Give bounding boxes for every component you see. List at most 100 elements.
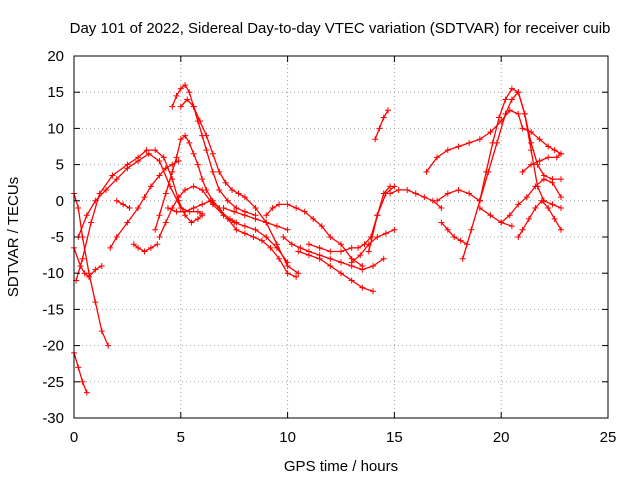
data-point — [357, 252, 364, 259]
data-point — [162, 219, 169, 226]
data-point — [498, 219, 505, 226]
data-point — [173, 154, 180, 161]
series-line — [368, 185, 395, 252]
data-point — [338, 248, 344, 255]
data-point — [391, 226, 398, 233]
data-point — [222, 179, 229, 186]
data-point — [190, 150, 197, 157]
data-point — [199, 201, 206, 208]
data-point — [558, 226, 565, 233]
y-tick-label: -5 — [51, 229, 64, 246]
data-point — [269, 205, 276, 212]
series-arc-14 — [220, 205, 291, 233]
data-point — [515, 110, 522, 117]
data-point — [188, 219, 195, 226]
data-point — [284, 270, 291, 277]
data-point — [534, 161, 541, 168]
data-point — [190, 205, 197, 212]
data-point — [466, 139, 473, 146]
data-point — [194, 208, 201, 215]
grid — [74, 56, 608, 418]
data-point — [551, 215, 558, 222]
data-point — [107, 244, 114, 251]
data-point — [233, 205, 240, 212]
data-point — [305, 252, 312, 259]
data-point — [382, 230, 389, 237]
series-line — [109, 160, 180, 249]
data-point — [113, 176, 120, 183]
x-tick-label: 20 — [493, 429, 510, 446]
data-point — [316, 244, 323, 251]
data-point — [92, 299, 99, 306]
y-tick-label: -10 — [42, 265, 64, 282]
series-line — [180, 98, 299, 274]
data-point — [508, 223, 515, 230]
data-point — [273, 244, 280, 251]
data-point — [295, 248, 302, 255]
data-point — [348, 244, 355, 251]
series-line — [522, 153, 562, 173]
data-point — [549, 179, 556, 186]
axis-ticks: 0 5 10 15 20 25 -30 -25 -20 -15 -10 -5 0 5 10 15 20 — [42, 48, 616, 446]
series-line — [73, 247, 103, 278]
data-point — [209, 150, 216, 157]
data-point — [182, 132, 189, 139]
data-point — [147, 183, 154, 190]
series-line — [298, 250, 374, 292]
data-point — [515, 89, 522, 96]
series-line — [75, 149, 203, 281]
data-point — [476, 197, 483, 204]
data-point — [220, 205, 227, 212]
data-point — [523, 194, 530, 201]
data-point — [508, 85, 515, 92]
data-point — [124, 165, 131, 172]
series-arc-21 — [372, 107, 391, 143]
series-line — [351, 229, 395, 263]
x-axis-label: GPS time / hours — [284, 458, 398, 475]
data-point — [241, 230, 248, 237]
data-point — [515, 201, 522, 208]
data-point — [276, 201, 283, 208]
data-point — [173, 92, 180, 99]
data-point — [162, 190, 169, 197]
data-point — [327, 255, 334, 262]
data-point — [338, 241, 344, 248]
y-tick-label: 20 — [47, 48, 64, 65]
series-arc-30 — [519, 150, 565, 175]
series-line — [500, 178, 562, 223]
data-point — [476, 136, 483, 143]
data-point — [182, 208, 189, 215]
data-point — [124, 219, 131, 226]
data-point — [444, 226, 451, 233]
series-arc-16 — [280, 234, 387, 273]
series-line — [479, 87, 562, 209]
data-point — [194, 215, 201, 222]
data-point — [252, 226, 259, 233]
series-line — [479, 207, 513, 227]
data-point — [160, 154, 167, 161]
data-point — [288, 241, 295, 248]
data-point — [519, 168, 526, 175]
data-point — [135, 205, 142, 212]
y-tick-label: -20 — [42, 338, 64, 355]
data-point — [367, 234, 374, 240]
data-point — [79, 378, 86, 385]
y-tick-label: 10 — [47, 120, 64, 137]
data-point — [92, 197, 99, 204]
series-arc-07 — [113, 197, 133, 212]
data-point — [250, 234, 257, 240]
series-line — [167, 200, 297, 278]
data-point — [186, 89, 193, 96]
data-point — [318, 223, 325, 230]
data-point — [310, 215, 317, 222]
series-line — [308, 185, 391, 253]
data-point — [528, 161, 535, 168]
data-point — [135, 157, 142, 164]
series-arc-08 — [130, 241, 161, 255]
data-point — [384, 107, 391, 114]
data-point — [152, 147, 159, 154]
data-point — [92, 266, 99, 273]
data-point — [374, 234, 381, 240]
data-point — [233, 226, 240, 233]
series-arc-18 — [305, 183, 394, 255]
